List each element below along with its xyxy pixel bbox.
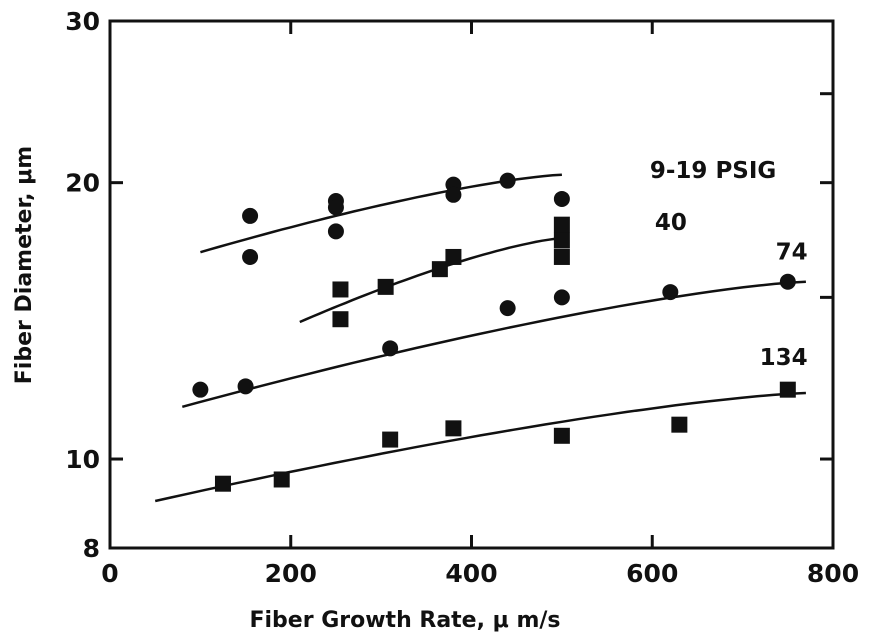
x-axis-title: Fiber Growth Rate, μ m/s (249, 608, 560, 633)
x-tick-label-600: 600 (626, 559, 678, 588)
point-40-7 (553, 248, 570, 265)
point-40-4 (445, 248, 462, 265)
point-74-4 (553, 289, 570, 306)
plot-frame (108, 19, 835, 550)
fit-curves (154, 173, 806, 503)
y-tick-label-30: 30 (65, 7, 100, 36)
x-tick-label-200: 200 (265, 559, 317, 588)
y-tick-label-8: 8 (83, 534, 100, 563)
point-9-19-psig-4 (327, 223, 344, 240)
x-tick-label-400: 400 (445, 559, 497, 588)
point-134-0 (214, 475, 231, 492)
point-74-2 (382, 340, 399, 357)
point-134-1 (273, 471, 290, 488)
point-74-0 (192, 381, 209, 398)
point-40-3 (431, 261, 448, 278)
point-134-3 (445, 420, 462, 437)
point-134-5 (671, 416, 688, 433)
fit-curve-74 (181, 280, 806, 409)
point-40-0 (332, 281, 349, 298)
point-9-19-psig-6 (445, 186, 462, 203)
axis-tick-labels: 0 200 400 600 800 8 10 20 30 (65, 7, 859, 588)
axes-box (108, 19, 835, 550)
series-label-74: 74 (776, 240, 808, 266)
point-74-5 (662, 284, 679, 301)
point-9-19-psig-8 (553, 190, 570, 207)
point-74-6 (779, 273, 796, 290)
point-9-19-psig-3 (327, 199, 344, 216)
series-labels: 9-19 PSIG 40 74 134 (650, 158, 808, 371)
point-40-6 (553, 232, 570, 249)
point-9-19-psig-0 (242, 207, 259, 224)
point-9-19-psig-7 (499, 172, 516, 189)
data-points (192, 172, 796, 492)
point-134-4 (553, 427, 570, 444)
y-tick-label-20: 20 (65, 169, 100, 198)
point-74-1 (237, 378, 254, 395)
series-label-40: 40 (655, 210, 687, 236)
y-axis-title: Fiber Diameter, μm (12, 146, 37, 384)
point-40-2 (377, 278, 394, 295)
y-tick-label-10: 10 (65, 445, 100, 474)
series-label-134: 134 (760, 345, 808, 371)
x-tick-label-0: 0 (101, 559, 118, 588)
fit-curve-40 (299, 236, 563, 324)
point-9-19-psig-1 (242, 248, 259, 265)
axis-ticks (110, 21, 833, 548)
x-tick-label-800: 800 (807, 559, 859, 588)
fit-curve-134 (154, 391, 806, 503)
point-134-2 (382, 431, 399, 448)
point-134-6 (779, 381, 796, 398)
point-40-5 (553, 216, 570, 233)
series-label-9-19-psig: 9-19 PSIG (650, 158, 776, 184)
point-74-3 (499, 300, 516, 317)
point-40-1 (332, 311, 349, 328)
